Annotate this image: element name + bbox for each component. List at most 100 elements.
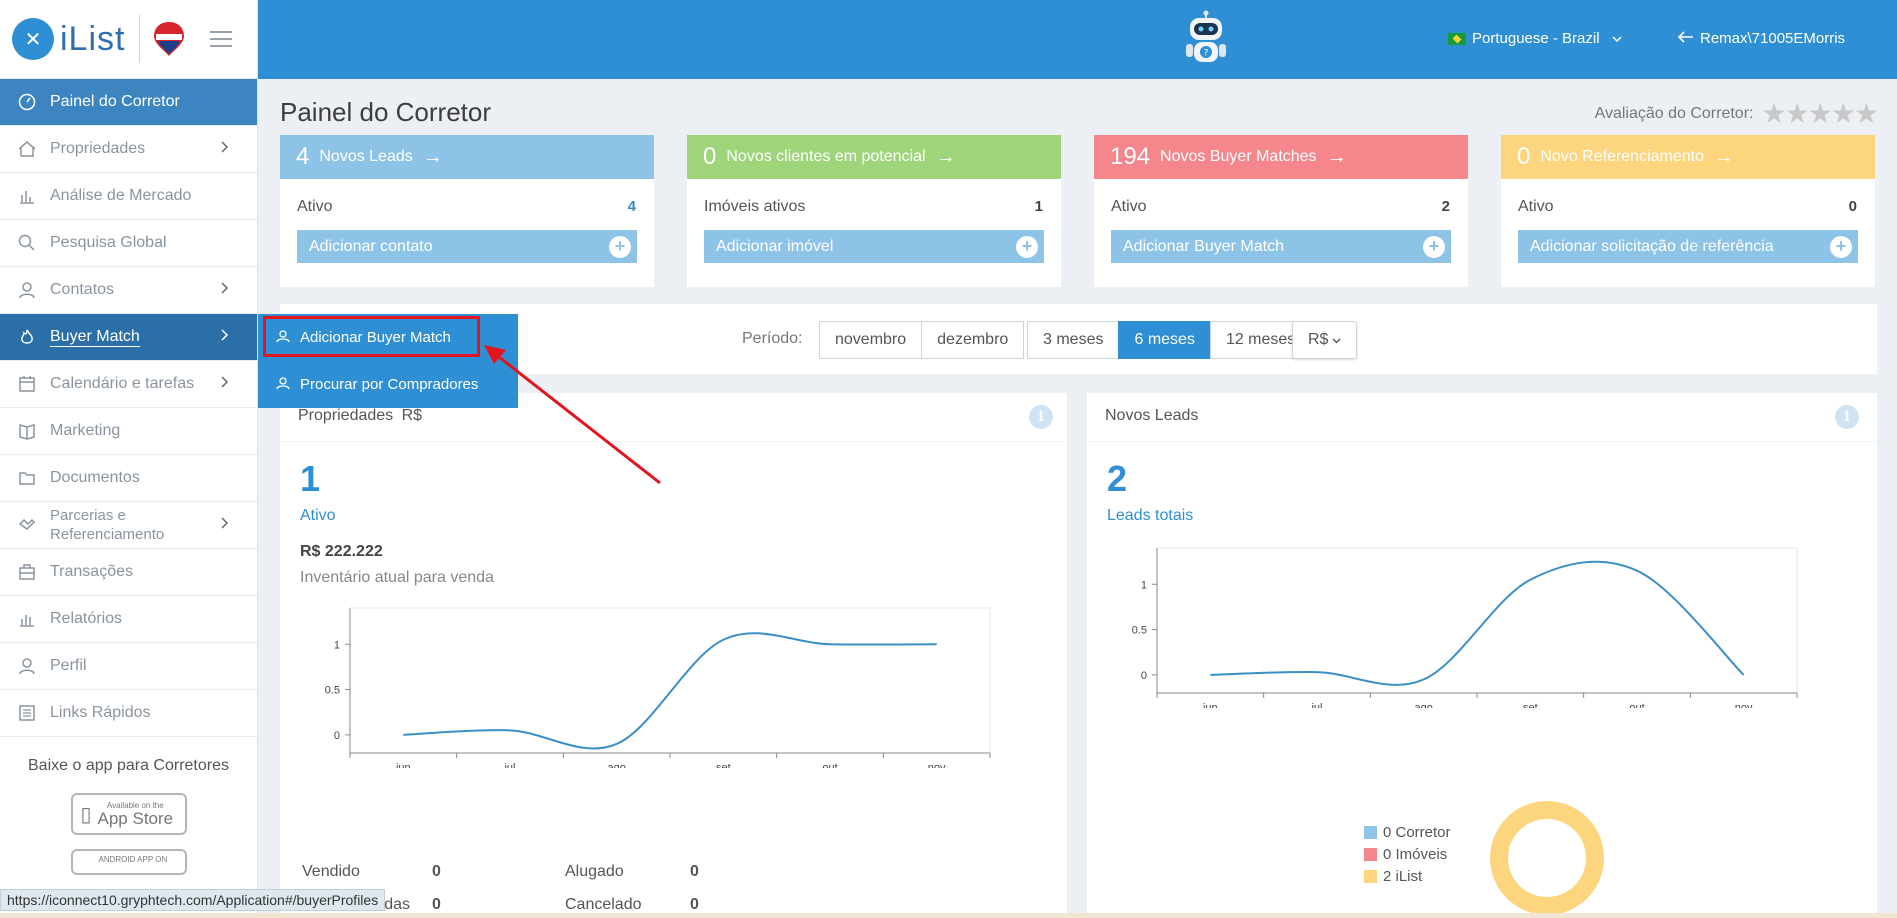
sidebar-item-label: Contatos — [50, 281, 115, 298]
active-label[interactable]: Ativo — [300, 507, 336, 524]
user-icon — [276, 329, 290, 347]
sidebar-item-label: Parcerias e Referenciamento — [50, 507, 165, 543]
card-title: Novos clientes em potencial — [726, 148, 926, 165]
menu-toggle-icon[interactable] — [210, 31, 233, 47]
add-property-button[interactable]: Adicionar imóvel + — [704, 230, 1044, 263]
add-referral-button[interactable]: Adicionar solicitação de referência + — [1518, 230, 1858, 263]
add-contact-button[interactable]: Adicionar contato + — [297, 230, 637, 263]
sidebar-item-propriedades[interactable]: Propriedades — [0, 126, 257, 173]
user-menu[interactable]: Remax\71005EMorris — [1677, 30, 1846, 47]
card-referenciamento: 0 Novo Referenciamento → Ativo 0 Adicion… — [1501, 135, 1875, 287]
sidebar-item-links[interactable]: Links Rápidos — [0, 690, 257, 737]
language-selector[interactable]: Portuguese - Brazil — [1448, 30, 1622, 47]
sidebar-item-contatos[interactable]: Contatos — [0, 267, 257, 314]
sidebar-item-transacoes[interactable]: Transações — [0, 549, 257, 596]
google-play-button[interactable]: ANDROID APP ON — [70, 849, 187, 875]
top-header: ? Portuguese - Brazil Remax\71005EMorris — [258, 0, 1897, 79]
app-store-button[interactable]: ▯ Available on the App Store — [70, 793, 187, 835]
range-button-3[interactable]: 3 meses — [1027, 321, 1120, 359]
properties-panel: Propriedades R$ i 1 Ativo R$ 222.222 Inv… — [280, 393, 1067, 918]
plus-icon: + — [1016, 235, 1038, 258]
stat-value-cancelado[interactable]: 0 — [690, 896, 699, 913]
card-title: Novos Buyer Matches — [1160, 148, 1317, 165]
x-tick-label: jul — [1310, 702, 1322, 708]
card-header[interactable]: 0 Novo Referenciamento → — [1501, 135, 1875, 179]
robot-help-icon[interactable]: ? — [1184, 10, 1228, 68]
sidebar-item-label: Análise de Mercado — [50, 187, 192, 204]
contacts-icon — [16, 279, 38, 301]
panel-title: Novos Leads — [1105, 407, 1199, 424]
page-title: Painel do Corretor — [280, 97, 491, 127]
card-row-value[interactable]: 4 — [627, 198, 636, 215]
legend-item-ilist[interactable]: 2 iList — [1364, 865, 1451, 887]
submenu-search-buyers[interactable]: Procurar por Compradores — [258, 361, 518, 408]
home-icon — [16, 138, 38, 160]
sidebar-item-relatorios[interactable]: Relatórios — [0, 596, 257, 643]
legend-item-corretor[interactable]: 0 Corretor — [1364, 821, 1451, 843]
active-count[interactable]: 1 — [300, 458, 321, 499]
stat-value-vendido[interactable]: 0 — [432, 863, 441, 880]
leads-label[interactable]: Leads totais — [1107, 507, 1194, 524]
card-row-value[interactable]: 1 — [1034, 198, 1043, 215]
sidebar-item-label: Calendário e tarefas — [50, 375, 195, 392]
period-label: Período: — [742, 330, 803, 347]
sidebar-item-painel[interactable]: Painel do Corretor — [0, 79, 257, 126]
rating-stars[interactable]: ★★★★★ — [1761, 98, 1879, 129]
series-line — [403, 632, 937, 750]
sidebar-item-buyer-match[interactable]: Buyer Match — [0, 314, 257, 361]
card-count: 0 — [703, 143, 717, 170]
card-row: Ativo 2 — [1094, 179, 1468, 216]
add-buyer-match-button[interactable]: Adicionar Buyer Match + — [1111, 230, 1451, 263]
submenu-add-buyer-match[interactable]: Adicionar Buyer Match — [258, 314, 518, 361]
card-header[interactable]: 4 Novos Leads → — [280, 135, 654, 179]
sidebar-item-calendario[interactable]: Calendário e tarefas — [0, 361, 257, 408]
sidebar-item-label: Perfil — [50, 657, 87, 674]
stat-value-adas[interactable]: 0 — [432, 896, 441, 913]
sidebar-item-perfil[interactable]: Perfil — [0, 643, 257, 690]
y-tick-label: 0 — [1141, 670, 1147, 682]
stat-label-cancelado: Cancelado — [565, 896, 642, 913]
info-icon[interactable]: i — [1029, 405, 1053, 429]
card-row: Imóveis ativos 1 — [687, 179, 1061, 216]
inventory-label: Inventário atual para venda — [300, 569, 494, 586]
card-row: Ativo 0 — [1501, 179, 1875, 216]
sidebar-item-pesquisa[interactable]: Pesquisa Global — [0, 220, 257, 267]
legend-label: 0 Corretor — [1383, 823, 1451, 841]
button-label: Adicionar solicitação de referência — [1530, 237, 1774, 255]
arrow-right-icon: → — [422, 145, 443, 168]
chart-plot-area — [1156, 547, 1798, 694]
sidebar-item-documentos[interactable]: Documentos — [0, 455, 257, 502]
month-button-novembro[interactable]: novembro — [819, 321, 923, 359]
leads-count[interactable]: 2 — [1107, 458, 1128, 499]
info-icon[interactable]: i — [1835, 405, 1859, 429]
x-tick-label: ago — [607, 762, 625, 768]
user-name: Remax\71005EMorris — [1700, 30, 1846, 47]
svg-text:?: ? — [1204, 49, 1209, 59]
plus-icon: + — [1423, 235, 1445, 258]
card-row-value[interactable]: 2 — [1441, 198, 1450, 215]
range-button-6[interactable]: 6 meses — [1118, 321, 1211, 359]
stat-value-alugado[interactable]: 0 — [690, 863, 699, 880]
card-count: 0 — [1517, 143, 1531, 170]
sidebar-item-label: Transações — [50, 563, 133, 580]
donut-slice — [1490, 801, 1604, 915]
googleplay-small-text: ANDROID APP ON — [98, 855, 168, 864]
chevron-down-icon — [1332, 331, 1341, 349]
sidebar-item-parcerias[interactable]: Parcerias e Referenciamento — [0, 502, 257, 549]
card-row-value[interactable]: 0 — [1848, 198, 1857, 215]
leads-donut-chart — [1490, 801, 1604, 915]
currency-dropdown[interactable]: R$ — [1292, 321, 1358, 359]
sidebar-item-analise[interactable]: Análise de Mercado — [0, 173, 257, 220]
legend-swatch — [1364, 869, 1377, 883]
month-button-dezembro[interactable]: dezembro — [921, 321, 1025, 359]
legend-item-imoveis[interactable]: 0 Imóveis — [1364, 843, 1451, 865]
sidebar-item-marketing[interactable]: Marketing — [0, 408, 257, 455]
card-header[interactable]: 0 Novos clientes em potencial → — [687, 135, 1061, 179]
y-tick-label: 0.5 — [325, 685, 340, 697]
user-icon — [276, 376, 290, 394]
sidebar-item-label: Painel do Corretor — [50, 93, 180, 110]
x-tick-label: jul — [503, 762, 515, 768]
sidebar-item-label: Propriedades — [50, 140, 146, 157]
card-header[interactable]: 194 Novos Buyer Matches → — [1094, 135, 1468, 179]
fire-icon — [16, 326, 38, 348]
